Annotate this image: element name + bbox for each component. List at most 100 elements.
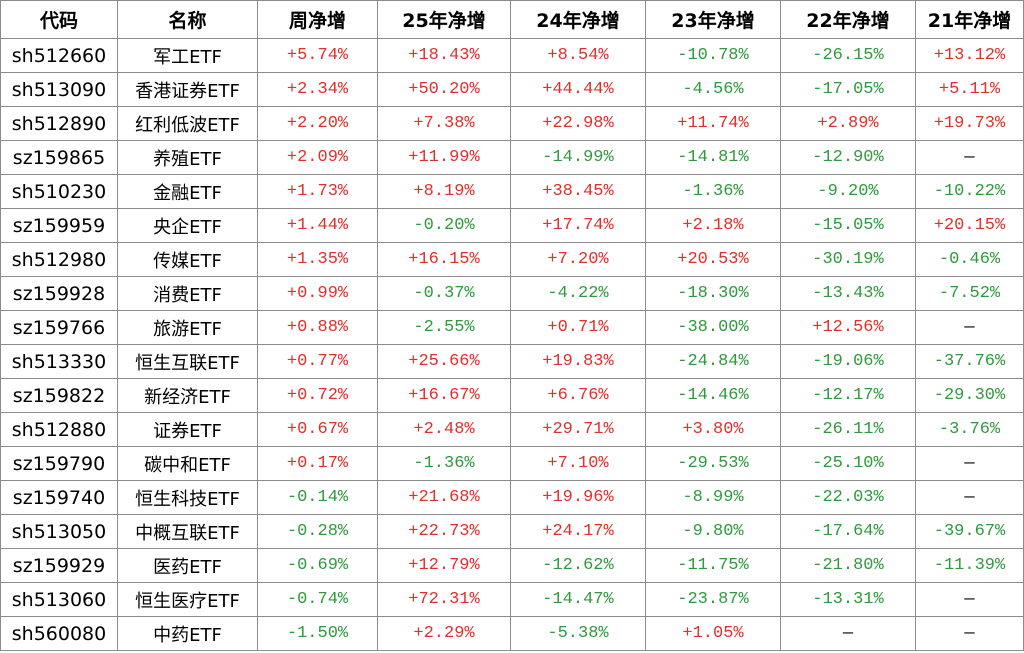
value-cell: -29.53%: [645, 446, 781, 481]
value-cell: +0.77%: [257, 344, 378, 379]
code-cell: sh513330: [0, 344, 118, 379]
name-cell: 中药ETF: [117, 616, 258, 651]
code-cell: sh512660: [0, 38, 118, 73]
code-cell: sh512880: [0, 412, 118, 447]
value-cell: -14.99%: [510, 140, 646, 175]
value-cell: -0.69%: [257, 548, 378, 583]
header-cell: 代码: [0, 0, 118, 39]
value-cell: +2.09%: [257, 140, 378, 175]
value-cell: +2.18%: [645, 208, 781, 243]
value-cell: -13.31%: [780, 582, 916, 617]
value-cell: +19.73%: [915, 106, 1024, 141]
code-cell: sz159740: [0, 480, 118, 515]
value-cell: -12.17%: [780, 378, 916, 413]
code-cell: sz159928: [0, 276, 118, 311]
value-cell: -0.20%: [377, 208, 511, 243]
value-cell: -26.11%: [780, 412, 916, 447]
value-cell: -5.38%: [510, 616, 646, 651]
value-cell: -17.05%: [780, 72, 916, 107]
value-cell: +24.17%: [510, 514, 646, 549]
value-cell: +12.79%: [377, 548, 511, 583]
value-cell: -37.76%: [915, 344, 1024, 379]
value-cell: -9.20%: [780, 174, 916, 209]
value-cell: +17.74%: [510, 208, 646, 243]
value-cell: +38.45%: [510, 174, 646, 209]
value-cell: +7.20%: [510, 242, 646, 277]
table-row: sh513060 恒生医疗ETF -0.74% +72.31% -14.47% -23.8…: [0, 582, 1024, 617]
value-cell: +5.11%: [915, 72, 1024, 107]
value-cell: +22.73%: [377, 514, 511, 549]
table-row: sh513330 恒生互联ETF +0.77% +25.66% +19.83% -24.8…: [0, 344, 1024, 379]
value-cell: -17.64%: [780, 514, 916, 549]
name-cell: 传媒ETF: [117, 242, 258, 277]
table-row: sh512890 红利低波ETF +2.20% +7.38% +22.98% +11.74…: [0, 106, 1024, 141]
code-cell: sh512980: [0, 242, 118, 277]
value-cell: +6.76%: [510, 378, 646, 413]
value-cell: +0.71%: [510, 310, 646, 345]
name-cell: 恒生互联ETF: [117, 344, 258, 379]
name-cell: 央企ETF: [117, 208, 258, 243]
table-row: sh512880 证券ETF +0.67% +2.48% +29.71% +3.80% -2…: [0, 412, 1024, 447]
value-cell: -12.62%: [510, 548, 646, 583]
value-cell: -3.76%: [915, 412, 1024, 447]
name-cell: 新经济ETF: [117, 378, 258, 413]
table-row: sh512660 军工ETF +5.74% +18.43% +8.54% -10.78% -…: [0, 38, 1024, 73]
table-row: sz159790 碳中和ETF +0.17% -1.36% +7.10% -29.53% -…: [0, 446, 1024, 481]
value-cell: -13.43%: [780, 276, 916, 311]
value-cell: -38.00%: [645, 310, 781, 345]
value-cell: +44.44%: [510, 72, 646, 107]
table-row: sz159959 央企ETF +1.44% -0.20% +17.74% +2.18% -1…: [0, 208, 1024, 243]
value-cell: -0.74%: [257, 582, 378, 617]
code-cell: sh513090: [0, 72, 118, 107]
value-cell: +8.19%: [377, 174, 511, 209]
value-cell: -11.39%: [915, 548, 1024, 583]
value-cell: -0.14%: [257, 480, 378, 515]
table-row: sz159865 养殖ETF +2.09% +11.99% -14.99% -14.81%…: [0, 140, 1024, 175]
code-cell: sz159766: [0, 310, 118, 345]
value-cell: +20.53%: [645, 242, 781, 277]
code-cell: sh512890: [0, 106, 118, 141]
value-cell: -39.67%: [915, 514, 1024, 549]
code-cell: sh510230: [0, 174, 118, 209]
value-cell: -26.15%: [780, 38, 916, 73]
value-cell: +0.17%: [257, 446, 378, 481]
value-cell: —: [915, 582, 1024, 617]
value-cell: +13.12%: [915, 38, 1024, 73]
value-cell: +8.54%: [510, 38, 646, 73]
value-cell: +3.80%: [645, 412, 781, 447]
value-cell: +0.67%: [257, 412, 378, 447]
name-cell: 恒生科技ETF: [117, 480, 258, 515]
value-cell: +2.29%: [377, 616, 511, 651]
value-cell: +5.74%: [257, 38, 378, 73]
header-cell: 名称: [117, 0, 258, 39]
value-cell: —: [915, 616, 1024, 651]
value-cell: +50.20%: [377, 72, 511, 107]
value-cell: +16.67%: [377, 378, 511, 413]
value-cell: +21.68%: [377, 480, 511, 515]
table-body: sh512660 军工ETF +5.74% +18.43% +8.54% -10.78% -…: [0, 38, 1024, 651]
value-cell: —: [915, 310, 1024, 345]
value-cell: +1.35%: [257, 242, 378, 277]
table-row: sh513090 香港证券ETF +2.34% +50.20% +44.44% -4.56…: [0, 72, 1024, 107]
name-cell: 红利低波ETF: [117, 106, 258, 141]
value-cell: -19.06%: [780, 344, 916, 379]
name-cell: 香港证券ETF: [117, 72, 258, 107]
value-cell: -1.36%: [645, 174, 781, 209]
table-row: sz159928 消费ETF +0.99% -0.37% -4.22% -18.30% -1…: [0, 276, 1024, 311]
header-cell: 22年净增: [780, 0, 916, 39]
value-cell: +0.72%: [257, 378, 378, 413]
value-cell: +11.99%: [377, 140, 511, 175]
value-cell: +19.96%: [510, 480, 646, 515]
value-cell: -11.75%: [645, 548, 781, 583]
value-cell: -14.46%: [645, 378, 781, 413]
code-cell: sh560080: [0, 616, 118, 651]
value-cell: +1.73%: [257, 174, 378, 209]
table-row: sh512980 传媒ETF +1.35% +16.15% +7.20% +20.53% -…: [0, 242, 1024, 277]
name-cell: 中概互联ETF: [117, 514, 258, 549]
value-cell: -9.80%: [645, 514, 781, 549]
value-cell: +29.71%: [510, 412, 646, 447]
value-cell: -4.22%: [510, 276, 646, 311]
value-cell: -2.55%: [377, 310, 511, 345]
